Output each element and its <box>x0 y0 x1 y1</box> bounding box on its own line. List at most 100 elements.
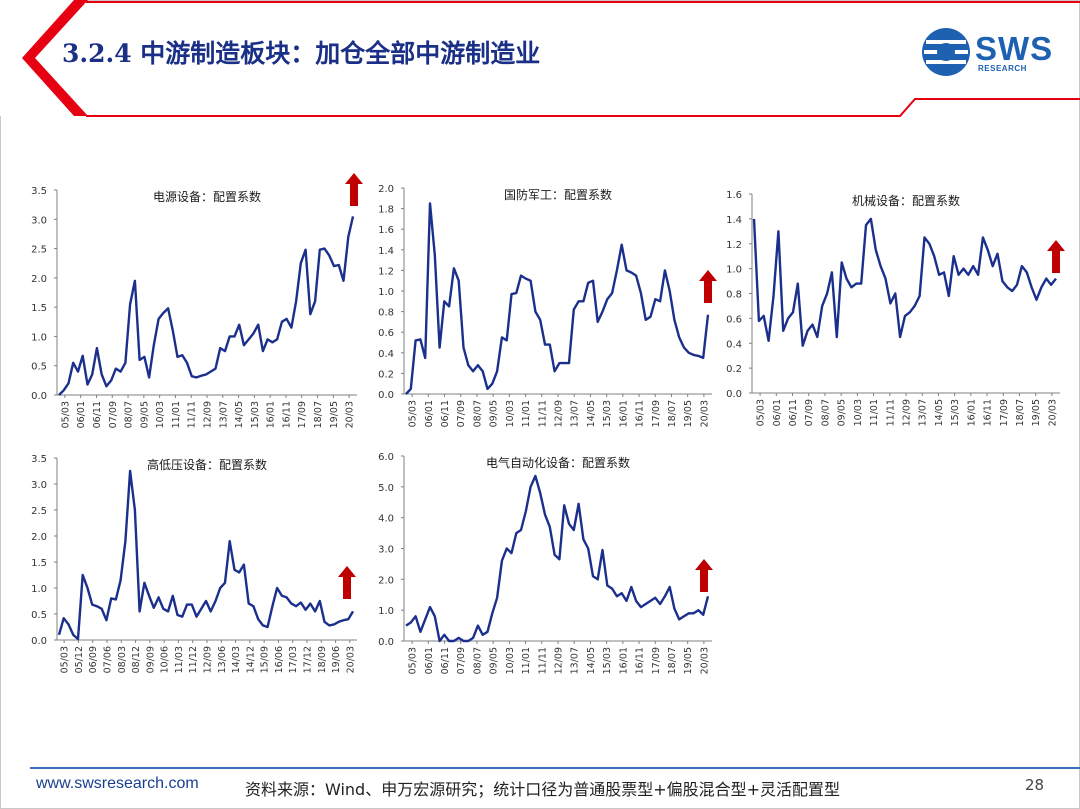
y-tick-label: 0.4 <box>726 339 742 350</box>
x-tick-label: 06/11 <box>92 401 103 428</box>
x-tick-label: 10/06 <box>160 646 171 673</box>
x-tick-label: 10/03 <box>505 400 516 427</box>
up-arrow-icon <box>1047 240 1065 273</box>
up-arrow-icon <box>338 566 356 599</box>
x-tick-label: 05/03 <box>408 400 419 427</box>
x-tick-label: 19/06 <box>331 646 342 673</box>
x-tick-label: 07/09 <box>108 401 119 428</box>
y-tick-label: 1.8 <box>378 205 394 216</box>
y-tick-label: 1.4 <box>726 215 742 226</box>
x-tick-label: 09/05 <box>489 400 500 427</box>
x-tick-label: 18/07 <box>1015 399 1026 426</box>
x-tick-label: 19/05 <box>329 401 340 428</box>
x-tick-label: 11/11 <box>537 400 548 427</box>
x-tick-label: 12/09 <box>203 646 214 673</box>
x-tick-label: 11/03 <box>174 646 185 673</box>
x-tick-label: 06/01 <box>424 400 435 427</box>
x-tick-label: 11/01 <box>171 401 182 428</box>
x-tick-label: 11/11 <box>187 401 198 428</box>
y-tick-label: 0.8 <box>726 290 742 301</box>
chart-title: 机械设备：配置系数 <box>852 193 960 208</box>
y-tick-label: 1.0 <box>31 584 47 595</box>
y-tick-label: 3.0 <box>31 480 47 491</box>
x-tick-label: 05/03 <box>408 647 419 674</box>
x-tick-label: 15/03 <box>602 400 613 427</box>
x-tick-label: 14/05 <box>234 401 245 428</box>
x-tick-label: 16/01 <box>618 400 629 427</box>
up-arrow-icon <box>699 270 717 303</box>
header-decoration <box>0 0 1080 117</box>
y-tick-label: 0.5 <box>31 610 47 621</box>
y-tick-label: 0.6 <box>726 314 742 325</box>
chart-title: 高低压设备：配置系数 <box>147 457 267 472</box>
y-tick-label: 2.5 <box>31 506 47 517</box>
series-line <box>752 217 1057 347</box>
x-tick-label: 10/03 <box>155 401 166 428</box>
charts-area: 0.00.51.01.52.02.53.03.505/03 06/01 06/11 0… <box>31 173 1065 674</box>
x-tick-label: 09/05 <box>139 401 150 428</box>
x-tick-label: 06/09 <box>88 646 99 673</box>
x-tick-label: 12/09 <box>554 647 565 674</box>
x-tick-label: 18/09 <box>317 646 328 673</box>
x-tick-label: 06/01 <box>772 399 783 426</box>
x-tick-label: 05/12 <box>74 646 85 673</box>
x-tick-label: 14/05 <box>586 647 597 674</box>
chart-5: 0.0 1.0 2.0 3.0 4.0 5.0 6.0 05/03 06/01 06/11 07/0… <box>378 452 713 674</box>
x-tick-label: 13/07 <box>218 401 229 428</box>
x-tick-label: 17/09 <box>651 400 662 427</box>
chart-4: 0.0 0.5 1.0 1.5 2.0 2.5 3.0 3.5 05/03 05/12 06/09 0… <box>31 454 357 673</box>
y-tick-label: 2.0 <box>31 532 47 543</box>
x-tick-label: 11/01 <box>521 400 532 427</box>
up-arrow-icon <box>695 559 713 592</box>
x-tick-label: 19/05 <box>683 647 694 674</box>
x-tick-label: 20/03 <box>345 646 356 673</box>
page-number: 28 <box>1025 776 1045 794</box>
x-tick-label: 06/11 <box>440 400 451 427</box>
x-tick-label: 20/03 <box>345 401 356 428</box>
x-tick-label: 17/12 <box>303 646 314 673</box>
x-tick-label: 13/07 <box>918 399 929 426</box>
x-tick-label: 09/09 <box>145 646 156 673</box>
chart-2: 0.0 0.2 0.4 0.6 0.8 1.0 1.2 1.4 1.6 1.8 2.0 05/03 06… <box>378 184 717 427</box>
x-tick-label: 06/01 <box>76 401 87 428</box>
y-tick-label: 1.2 <box>378 266 394 277</box>
x-tick-label: 08/12 <box>131 646 142 673</box>
y-tick-label: 4.0 <box>378 514 394 525</box>
chart-3: 0.0 0.2 0.4 0.6 0.8 1.0 1.2 1.4 1.6 05/03 06/01 06/… <box>726 190 1065 426</box>
x-tick-label: 17/09 <box>999 399 1010 426</box>
x-tick-label: 15/03 <box>250 401 261 428</box>
x-tick-label: 17/09 <box>651 647 662 674</box>
x-tick-label: 07/06 <box>103 646 114 673</box>
x-tick-label: 18/07 <box>667 647 678 674</box>
x-tick-label: 08/07 <box>124 401 135 428</box>
x-tick-label: 11/12 <box>188 646 199 673</box>
logo-subtitle: RESEARCH <box>978 64 1027 73</box>
series-line <box>57 469 355 641</box>
y-tick-label: 2.0 <box>378 184 394 195</box>
y-tick-label: 0.0 <box>31 636 47 647</box>
x-tick-label: 13/06 <box>217 646 228 673</box>
y-tick-label: 3.5 <box>31 186 47 197</box>
x-tick-label: 13/07 <box>570 647 581 674</box>
page-title: 3.2.4 中游制造板块：加仓全部中游制造业 <box>62 39 541 68</box>
y-tick-label: 1.6 <box>726 190 742 201</box>
y-tick-label: 1.0 <box>726 265 742 276</box>
y-tick-label: 5.0 <box>378 483 394 494</box>
x-tick-label: 10/03 <box>505 647 516 674</box>
logo-text: SWS <box>975 30 1054 67</box>
footer-rule <box>30 767 1080 769</box>
x-tick-label: 15/03 <box>950 399 961 426</box>
x-tick-label: 11/11 <box>885 399 896 426</box>
y-tick-label: 1.6 <box>378 225 394 236</box>
x-tick-label: 16/01 <box>266 401 277 428</box>
footer-url[interactable]: www.swsresearch.com <box>36 775 199 792</box>
sws-logo: SWS RESEARCH <box>920 24 1060 84</box>
x-tick-label: 15/09 <box>260 646 271 673</box>
y-tick-label: 0.2 <box>378 369 394 380</box>
y-tick-label: 2.0 <box>31 274 47 285</box>
y-tick-label: 3.0 <box>31 215 47 226</box>
x-tick-label: 13/07 <box>570 400 581 427</box>
x-tick-label: 16/11 <box>281 401 292 428</box>
x-tick-label: 16/01 <box>966 399 977 426</box>
x-tick-label: 06/11 <box>788 399 799 426</box>
